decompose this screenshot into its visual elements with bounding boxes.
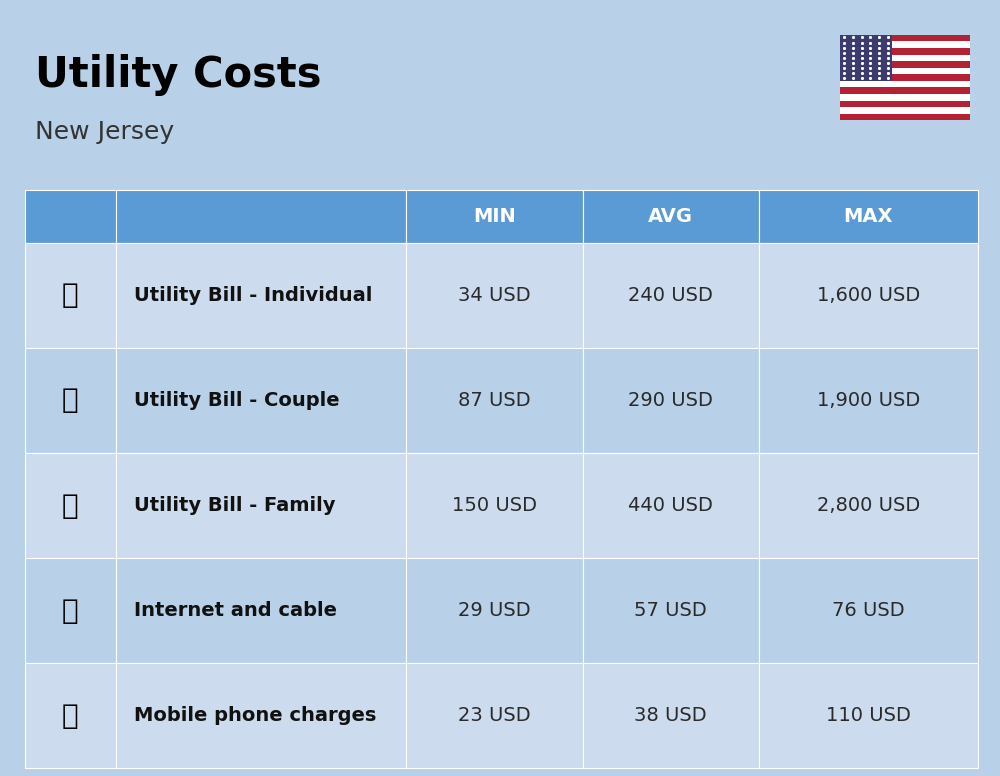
Text: 1,900 USD: 1,900 USD bbox=[817, 391, 920, 410]
Bar bbox=[116, 558, 406, 663]
Bar bbox=[406, 348, 583, 453]
Bar bbox=[406, 243, 583, 348]
Bar bbox=[116, 453, 406, 558]
Bar bbox=[406, 453, 583, 558]
Text: 240 USD: 240 USD bbox=[628, 286, 713, 305]
Bar bbox=[25, 453, 116, 558]
Text: Utility Bill - Individual: Utility Bill - Individual bbox=[134, 286, 372, 305]
Bar bbox=[759, 243, 978, 348]
Bar bbox=[840, 114, 970, 120]
Bar bbox=[33, 372, 108, 429]
Bar bbox=[33, 582, 108, 639]
Text: 🔧: 🔧 bbox=[62, 386, 79, 414]
Text: 110 USD: 110 USD bbox=[826, 706, 911, 726]
Bar bbox=[406, 558, 583, 663]
Text: Utility Bill - Family: Utility Bill - Family bbox=[134, 496, 335, 515]
Bar bbox=[583, 348, 759, 453]
Text: 📱: 📱 bbox=[62, 702, 79, 729]
Bar bbox=[583, 663, 759, 768]
Text: Mobile phone charges: Mobile phone charges bbox=[134, 706, 376, 726]
Text: 38 USD: 38 USD bbox=[634, 706, 707, 726]
Bar bbox=[583, 243, 759, 348]
Bar bbox=[759, 190, 978, 243]
Bar bbox=[116, 348, 406, 453]
Bar bbox=[759, 453, 978, 558]
Bar bbox=[583, 453, 759, 558]
Bar bbox=[840, 41, 970, 48]
Text: 🔧: 🔧 bbox=[62, 282, 79, 310]
Bar bbox=[840, 35, 892, 81]
Bar bbox=[840, 74, 970, 81]
Bar bbox=[840, 88, 970, 94]
Text: New Jersey: New Jersey bbox=[35, 120, 174, 144]
Text: Utility Costs: Utility Costs bbox=[35, 54, 322, 96]
Bar bbox=[840, 107, 970, 114]
Text: 📶: 📶 bbox=[62, 597, 79, 625]
Bar bbox=[25, 558, 116, 663]
Bar bbox=[116, 663, 406, 768]
Text: MAX: MAX bbox=[844, 207, 893, 226]
Bar bbox=[406, 190, 583, 243]
Bar bbox=[840, 94, 970, 101]
Text: 76 USD: 76 USD bbox=[832, 601, 905, 620]
Text: 1,600 USD: 1,600 USD bbox=[817, 286, 920, 305]
Bar bbox=[840, 61, 970, 68]
Bar bbox=[33, 476, 108, 535]
Bar bbox=[759, 663, 978, 768]
Text: 150 USD: 150 USD bbox=[452, 496, 537, 515]
Bar bbox=[406, 663, 583, 768]
Bar bbox=[25, 663, 116, 768]
Bar bbox=[33, 687, 108, 745]
Bar bbox=[840, 68, 970, 74]
Text: 23 USD: 23 USD bbox=[458, 706, 531, 726]
Text: 440 USD: 440 USD bbox=[628, 496, 713, 515]
Bar bbox=[116, 190, 406, 243]
Text: 29 USD: 29 USD bbox=[458, 601, 531, 620]
Bar bbox=[759, 348, 978, 453]
Text: AVG: AVG bbox=[648, 207, 693, 226]
Text: 57 USD: 57 USD bbox=[634, 601, 707, 620]
Bar bbox=[840, 35, 970, 41]
Text: 🔧: 🔧 bbox=[62, 491, 79, 520]
Text: Internet and cable: Internet and cable bbox=[134, 601, 337, 620]
Text: 34 USD: 34 USD bbox=[458, 286, 531, 305]
Text: 87 USD: 87 USD bbox=[458, 391, 531, 410]
Bar bbox=[840, 81, 970, 88]
Bar bbox=[840, 54, 970, 61]
Bar bbox=[759, 558, 978, 663]
Text: Utility Bill - Couple: Utility Bill - Couple bbox=[134, 391, 339, 410]
Text: MIN: MIN bbox=[473, 207, 516, 226]
Text: 290 USD: 290 USD bbox=[628, 391, 713, 410]
Bar bbox=[25, 348, 116, 453]
Bar bbox=[840, 48, 970, 54]
Bar bbox=[33, 266, 108, 324]
Bar bbox=[116, 243, 406, 348]
Text: 2,800 USD: 2,800 USD bbox=[817, 496, 920, 515]
Bar bbox=[25, 190, 116, 243]
Bar bbox=[583, 558, 759, 663]
Bar bbox=[25, 243, 116, 348]
Bar bbox=[583, 190, 759, 243]
Bar bbox=[840, 101, 970, 107]
